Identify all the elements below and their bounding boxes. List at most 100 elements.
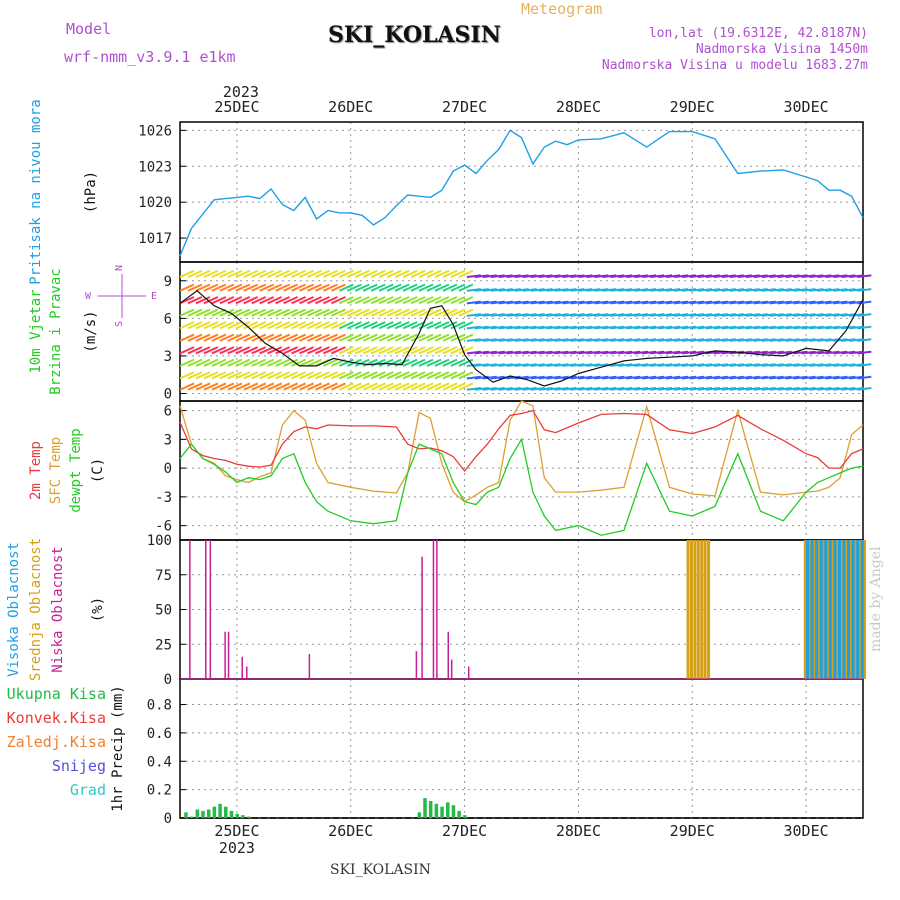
wind-barb	[434, 371, 450, 380]
wind-barb	[195, 371, 211, 380]
wind-barb	[211, 382, 227, 391]
sfc-temp-ylabel: SFC Temp	[48, 437, 64, 504]
wind-barb	[211, 333, 227, 342]
wind-barb	[315, 308, 330, 317]
wind-barb	[338, 296, 354, 305]
wind-barb	[267, 308, 283, 317]
wind-barb	[219, 382, 235, 391]
wind-barb	[259, 382, 275, 391]
top-xtick-label: 26DEC	[328, 98, 373, 116]
legend-graupel: Grad	[70, 781, 106, 799]
wind-barb	[418, 283, 434, 292]
wind-barb	[338, 283, 354, 292]
top-xtick-label: 28DEC	[556, 98, 601, 116]
wind-barb	[307, 269, 322, 278]
wind-barb	[307, 333, 322, 342]
wind-barb	[259, 269, 275, 278]
wind-barb	[179, 269, 195, 278]
wind-barb	[203, 283, 219, 292]
wind-barb	[378, 333, 394, 342]
wind-barb	[410, 358, 426, 367]
wind-barb	[275, 382, 291, 391]
wind-barb	[442, 382, 458, 391]
wind-barb	[299, 269, 314, 278]
wind-barb	[227, 371, 243, 380]
wind-barb	[330, 308, 346, 317]
ytick-label: 1026	[138, 123, 172, 139]
pressure-series-line	[179, 129, 864, 257]
low-cloud-bar	[189, 540, 191, 679]
wind-barb	[354, 382, 370, 391]
total-precip-bar	[451, 805, 456, 818]
wind-barb	[354, 283, 370, 292]
wind-barb	[442, 321, 458, 330]
wind-barb	[283, 382, 298, 391]
wind-barb	[251, 346, 267, 355]
wind-barb	[458, 321, 474, 330]
wind-barb	[426, 346, 442, 355]
wind-barb	[426, 283, 442, 292]
low-cloud-bar	[224, 631, 226, 679]
footer-station: SKI_KOLASIN	[330, 862, 431, 878]
wind-barb	[442, 371, 458, 380]
model-elevation-label: Nadmorska Visina u modelu 1683.27m	[601, 58, 868, 73]
wind-barb	[434, 346, 450, 355]
wind-barb	[291, 269, 306, 278]
wind-barb	[291, 333, 306, 342]
wind-barb	[402, 296, 418, 305]
wind-barb	[315, 283, 330, 292]
wind-barb	[267, 346, 283, 355]
dewpoint-line	[179, 437, 864, 536]
compass-east-label: E	[151, 291, 157, 302]
high-cloud-bar	[856, 540, 860, 679]
wind-barb	[378, 371, 394, 380]
wind-barb	[323, 296, 338, 305]
mid-cloud-bar	[817, 540, 821, 679]
wind-barb	[402, 371, 418, 380]
wind-barb	[402, 358, 418, 367]
wind-barb	[458, 269, 474, 278]
legend-total-precip: Ukupna Kisa	[7, 685, 106, 703]
wind-barb	[442, 283, 458, 292]
wind-barb	[227, 346, 243, 355]
wind-barb	[283, 371, 298, 380]
dewpoint-ylabel: dewpt Temp	[68, 428, 84, 512]
wind-barb	[267, 382, 283, 391]
wind-barb	[330, 283, 346, 292]
ytick-label: -3	[155, 490, 172, 506]
mid-cloud-bar	[700, 540, 704, 679]
wind-barb	[330, 371, 346, 380]
elevation-label: Nadmorska Visina 1450m	[695, 42, 868, 57]
wind-barb	[378, 358, 394, 367]
wind-barb	[442, 296, 458, 305]
wind-barb	[243, 283, 259, 292]
wind-barb	[338, 308, 354, 317]
wind-barb	[259, 308, 275, 317]
ytick-label: 1020	[138, 195, 172, 211]
wind-barb	[299, 333, 314, 342]
wind-barb-field	[179, 269, 872, 391]
bottom-xtick-label: 27DEC	[442, 822, 487, 840]
wind-barb	[203, 371, 219, 380]
wind-barb	[370, 321, 386, 330]
low-cloud-bar	[227, 631, 230, 679]
wind-barb	[378, 321, 394, 330]
wind-barb	[458, 283, 474, 292]
ytick-label: 3	[164, 349, 172, 365]
wind-barb	[243, 346, 259, 355]
wind-barb	[283, 269, 298, 278]
wind-barb	[402, 283, 418, 292]
wind-barb	[219, 371, 235, 380]
wind-barb	[442, 333, 458, 342]
wind-barb	[323, 283, 338, 292]
wind-unit-label: (m/s)	[83, 310, 99, 352]
top-xtick-label: 30DEC	[784, 98, 829, 116]
top-xtick-label: 29DEC	[670, 98, 715, 116]
wind-barb	[283, 308, 298, 317]
wind-barb	[227, 382, 243, 391]
wind-barb	[259, 296, 275, 305]
wind-barb	[251, 308, 267, 317]
wind-barb	[283, 296, 298, 305]
wind-barb	[235, 358, 251, 367]
ytick-label: 0	[164, 811, 172, 827]
